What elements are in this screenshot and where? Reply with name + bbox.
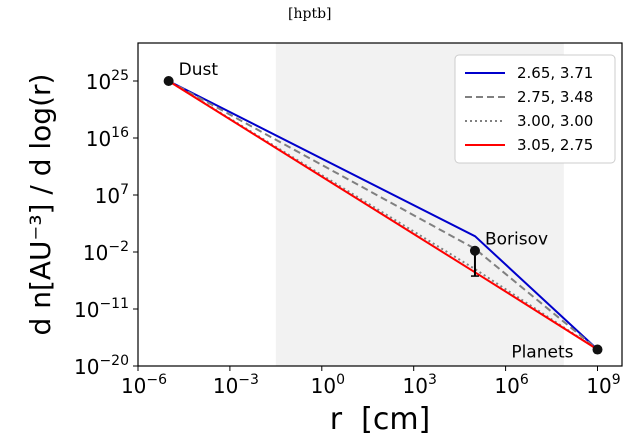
- legend-label-2: 2.75, 3.48: [517, 88, 593, 106]
- x-tick-label-base: 10: [121, 374, 146, 398]
- x-tick-label-base: 10: [403, 374, 428, 398]
- x-tick-label-exponent: 6: [520, 372, 529, 388]
- y-tick-label-exponent: −11: [99, 296, 129, 312]
- series-line-2: [168, 80, 599, 351]
- y-tick-label-exponent: 7: [120, 182, 129, 198]
- x-tick-label: 100: [311, 372, 345, 398]
- plot-frame: [137, 42, 623, 367]
- y-tick-label: 10−20: [74, 353, 129, 379]
- legend-label-4: 3.05, 2.75: [517, 136, 593, 154]
- x-tick-label: 109: [586, 372, 620, 398]
- y-tick-label-base: 10: [83, 241, 108, 265]
- x-tick-label-base: 10: [586, 374, 611, 398]
- data-point-planets: [592, 344, 603, 355]
- x-tick-label-exponent: −3: [238, 372, 259, 388]
- y-tick-label-exponent: −2: [108, 239, 129, 255]
- x-tick-label: 10−6: [121, 372, 167, 398]
- x-tick-label-base: 10: [311, 374, 336, 398]
- y-tick-label: 10−2: [83, 239, 129, 265]
- x-tick-label: 106: [494, 372, 528, 398]
- legend-label-1: 2.65, 3.71: [517, 64, 593, 82]
- y-tick-label: 1016: [86, 125, 129, 151]
- y-tick-label-base: 10: [86, 70, 111, 94]
- point-label-dust: Dust: [179, 60, 219, 80]
- header-note: [hptb]: [288, 6, 332, 22]
- y-axis-title: d n[AU⁻³] / d log(r): [24, 74, 57, 336]
- y-tick-label-base: 10: [74, 355, 99, 379]
- series-line-1: [168, 80, 599, 351]
- y-tick-label-base: 10: [74, 298, 99, 322]
- y-tick-label: 107: [95, 182, 129, 208]
- x-axis-ticks: 10−6 10−3 100 103 106 109: [121, 366, 621, 398]
- y-tick-label: 1025: [86, 68, 129, 94]
- legend: 2.65, 3.71 2.75, 3.48 3.00, 3.00 3.05, 2.75: [454, 54, 616, 164]
- markers-layer: Dust Borisov Planets: [163, 60, 603, 363]
- x-tick-label-exponent: 3: [428, 372, 437, 388]
- data-point-borisov: [469, 245, 480, 256]
- x-tick-label-exponent: 0: [336, 372, 345, 388]
- x-tick-label: 10−3: [213, 372, 259, 398]
- point-label-borisov: Borisov: [485, 230, 548, 250]
- point-label-planets: Planets: [511, 343, 573, 363]
- y-tick-label-base: 10: [95, 184, 120, 208]
- legend-box: [454, 54, 616, 164]
- y-tick-label-base: 10: [86, 127, 111, 151]
- y-tick-label-exponent: 16: [111, 125, 129, 141]
- x-tick-label-base: 10: [494, 374, 519, 398]
- x-tick-label-base: 10: [213, 374, 238, 398]
- x-axis-title: r [cm]: [330, 402, 431, 437]
- legend-label-3: 3.00, 3.00: [517, 112, 593, 130]
- data-point-dust: [163, 76, 174, 86]
- x-tick-label: 103: [403, 372, 437, 398]
- y-tick-label-exponent: −20: [99, 353, 129, 369]
- y-tick-label-exponent: 25: [111, 68, 129, 84]
- x-tick-label-exponent: 9: [612, 372, 621, 388]
- x-tick-label-exponent: −6: [146, 372, 167, 388]
- y-tick-label: 10−11: [74, 296, 129, 322]
